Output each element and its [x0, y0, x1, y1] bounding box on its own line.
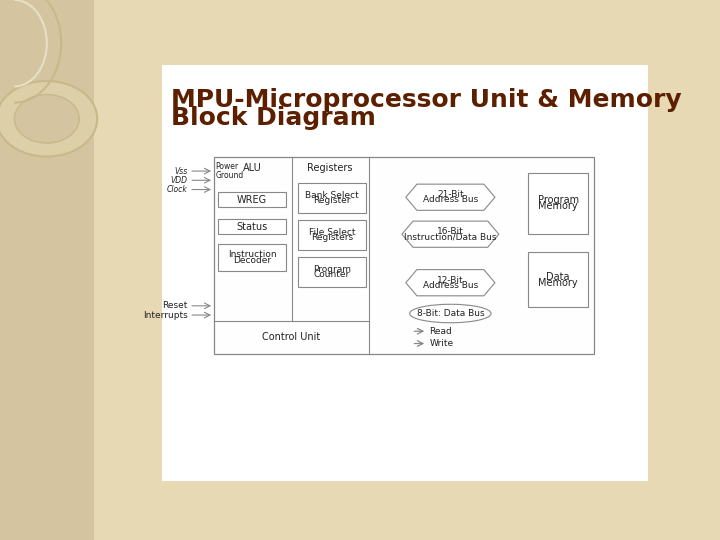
Text: Power: Power — [215, 162, 238, 171]
Text: 8-Bit: Data Bus: 8-Bit: Data Bus — [417, 309, 484, 318]
Text: File Select: File Select — [309, 227, 355, 237]
Text: Program: Program — [312, 265, 351, 274]
Text: Instruction: Instruction — [228, 251, 276, 259]
Text: Memory: Memory — [539, 278, 578, 288]
Text: Decoder: Decoder — [233, 256, 271, 265]
Text: Registers: Registers — [311, 233, 353, 242]
Ellipse shape — [410, 304, 491, 323]
Polygon shape — [402, 221, 499, 247]
Text: Program: Program — [538, 195, 579, 205]
Text: MPU-Microprocessor Unit & Memory: MPU-Microprocessor Unit & Memory — [171, 88, 682, 112]
Text: 21-Bit: 21-Bit — [437, 190, 464, 199]
Bar — [297, 184, 366, 213]
Bar — [528, 252, 588, 307]
Text: 12-Bit: 12-Bit — [437, 275, 464, 285]
Bar — [218, 244, 286, 271]
Text: Memory: Memory — [539, 201, 578, 212]
Text: Address Bus: Address Bus — [423, 195, 478, 205]
Polygon shape — [406, 184, 495, 211]
Text: Reset: Reset — [162, 301, 188, 310]
Text: Clock: Clock — [167, 185, 188, 194]
Text: Status: Status — [236, 221, 268, 232]
Bar — [162, 65, 648, 481]
Text: Address Bus: Address Bus — [423, 281, 478, 290]
Text: Registers: Registers — [307, 164, 353, 173]
Bar — [218, 192, 286, 207]
Text: 16-Bit: 16-Bit — [437, 227, 464, 236]
Polygon shape — [406, 269, 495, 296]
Text: Ground: Ground — [215, 171, 244, 180]
Text: Bank Select: Bank Select — [305, 191, 359, 200]
Text: Control Unit: Control Unit — [262, 333, 320, 342]
Bar — [528, 173, 588, 234]
Text: Vss: Vss — [174, 166, 188, 176]
Text: Counter: Counter — [314, 271, 350, 279]
Text: Block Diagram: Block Diagram — [171, 106, 377, 130]
Text: Instruction/Data Bus: Instruction/Data Bus — [404, 232, 497, 241]
Text: ALU: ALU — [243, 164, 262, 173]
Text: Write: Write — [429, 339, 454, 348]
Text: Data: Data — [546, 272, 570, 281]
Text: Register: Register — [313, 197, 351, 205]
Text: Read: Read — [429, 327, 452, 336]
Bar — [297, 257, 366, 287]
Text: WREG: WREG — [237, 194, 267, 205]
Bar — [214, 157, 594, 354]
Text: Interrupts: Interrupts — [143, 310, 188, 320]
Bar — [297, 220, 366, 249]
Bar — [218, 219, 286, 234]
Text: VDD: VDD — [171, 176, 188, 185]
